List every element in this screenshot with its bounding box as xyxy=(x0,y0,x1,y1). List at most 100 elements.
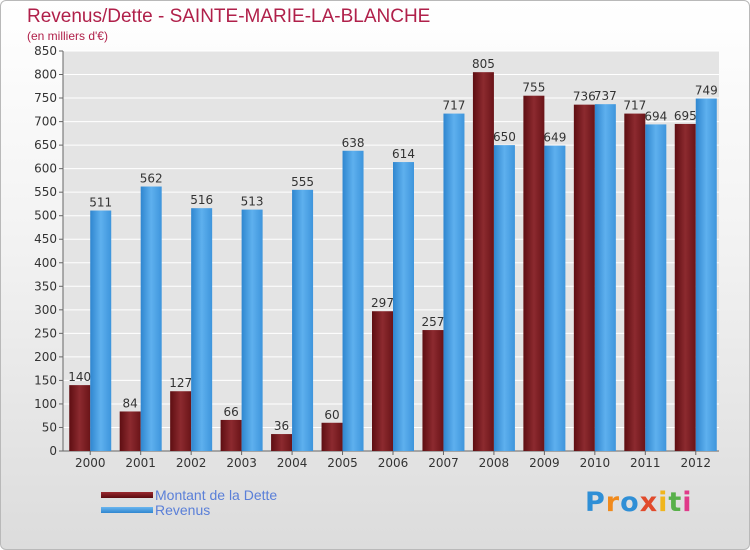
x-tick-label: 2009 xyxy=(529,456,560,470)
x-tick-label: 2003 xyxy=(226,456,257,470)
value-label-dette: 755 xyxy=(522,81,545,95)
legend-label-dette: Montant de la Dette xyxy=(155,486,278,503)
x-tick-label: 2007 xyxy=(428,456,459,470)
bar-revenus xyxy=(493,145,515,451)
y-tick-label: 250 xyxy=(34,326,57,340)
x-tick-label: 2001 xyxy=(125,456,156,470)
value-label-dette: 805 xyxy=(472,57,495,71)
y-tick-label: 750 xyxy=(34,91,57,105)
value-label-dette: 127 xyxy=(169,376,192,390)
bar-revenus xyxy=(544,145,566,451)
y-tick-label: 700 xyxy=(34,115,57,129)
logo-letter: o xyxy=(620,487,640,518)
value-label-dette: 60 xyxy=(324,408,339,422)
bar-dette xyxy=(119,411,141,451)
x-tick-label: 2002 xyxy=(176,456,207,470)
bar-dette xyxy=(271,434,293,451)
bar-revenus xyxy=(393,162,414,451)
bar-revenus xyxy=(191,208,213,451)
bar-dette xyxy=(674,123,696,452)
logo-letter: i xyxy=(658,487,669,518)
bar-revenus xyxy=(342,150,364,451)
bar-dette xyxy=(220,419,242,451)
x-tick-label: 2004 xyxy=(277,456,308,470)
y-tick-label: 550 xyxy=(34,185,57,199)
logo-letter: i xyxy=(682,487,693,518)
bar-dette xyxy=(422,330,444,451)
y-tick-label: 350 xyxy=(34,279,57,293)
value-label-dette: 36 xyxy=(274,419,289,433)
x-tick-label: 2012 xyxy=(680,456,711,470)
y-tick-label: 450 xyxy=(34,232,57,246)
bar-dette xyxy=(573,104,595,451)
logo-letter: t xyxy=(668,487,683,518)
value-label-revenus: 749 xyxy=(695,84,718,98)
chart-subtitle: (en milliers d'€) xyxy=(27,29,108,43)
chart-title: Revenus/Dette - SAINTE-MARIE-LA-BLANCHE xyxy=(27,6,431,27)
logo-letter: r xyxy=(605,487,621,518)
y-tick-label: 100 xyxy=(34,397,57,411)
bar-dette xyxy=(170,391,192,451)
bar-revenus xyxy=(140,186,162,451)
bar-revenus xyxy=(292,189,314,451)
value-label-dette: 257 xyxy=(422,315,445,329)
bar-revenus xyxy=(645,124,667,451)
y-tick-label: 50 xyxy=(42,420,57,434)
value-label-revenus: 562 xyxy=(140,172,163,186)
y-tick-label: 0 xyxy=(49,444,57,458)
bar-dette xyxy=(321,422,343,451)
bar-dette xyxy=(372,311,393,451)
legend-swatch-dette xyxy=(101,491,153,498)
legend-label-revenus: Revenus xyxy=(155,501,211,518)
y-tick-label: 800 xyxy=(34,68,57,82)
bar-dette xyxy=(69,385,91,451)
value-label-dette: 66 xyxy=(223,405,238,419)
y-tick-label: 650 xyxy=(34,138,57,152)
y-tick-label: 200 xyxy=(34,350,57,364)
bar-revenus xyxy=(90,210,112,451)
proxiti-logo: Proxiti xyxy=(585,487,693,518)
legend-item-revenus: Revenus xyxy=(101,501,277,518)
x-tick-label: 2006 xyxy=(378,456,409,470)
value-label-revenus: 516 xyxy=(190,193,213,207)
x-tick-label: 2008 xyxy=(479,456,510,470)
bar-revenus xyxy=(443,113,465,452)
value-label-revenus: 513 xyxy=(241,195,264,209)
value-label-dette: 84 xyxy=(123,396,138,410)
y-tick-label: 600 xyxy=(34,162,57,176)
legend: Montant de la Dette Revenus xyxy=(101,486,278,518)
bar-dette xyxy=(472,72,494,452)
x-tick-label: 2005 xyxy=(327,456,358,470)
logo-letter: x xyxy=(639,487,659,518)
value-label-dette: 717 xyxy=(623,99,646,113)
bar-revenus xyxy=(594,104,616,452)
x-tick-label: 2000 xyxy=(75,456,106,470)
legend-swatch-revenus xyxy=(101,506,153,513)
y-tick-label: 850 xyxy=(34,44,57,58)
y-tick-label: 400 xyxy=(34,256,57,270)
value-label-revenus: 737 xyxy=(594,89,617,103)
x-tick-label: 2010 xyxy=(580,456,611,470)
value-label-dette: 736 xyxy=(573,90,596,104)
y-tick-label: 300 xyxy=(34,303,57,317)
y-tick-label: 500 xyxy=(34,209,57,223)
value-label-revenus: 717 xyxy=(443,99,466,113)
logo-letter: P xyxy=(585,487,606,518)
x-tick-label: 2011 xyxy=(630,456,661,470)
value-label-revenus: 511 xyxy=(89,196,112,210)
value-label-dette: 297 xyxy=(371,296,394,310)
value-label-revenus: 694 xyxy=(644,109,667,123)
value-label-revenus: 649 xyxy=(543,131,566,145)
value-label-revenus: 650 xyxy=(493,130,516,144)
value-label-revenus: 555 xyxy=(291,175,314,189)
bar-chart: 0 50 100 150 200 250 300 350 400 450 500 550 600 650 7… xyxy=(34,44,719,470)
legend-item-dette: Montant de la Dette xyxy=(101,486,278,503)
bar-dette xyxy=(624,113,646,452)
y-tick-label: 150 xyxy=(34,373,57,387)
value-label-revenus: 614 xyxy=(392,147,415,161)
value-label-dette: 140 xyxy=(68,370,91,384)
bar-revenus xyxy=(241,209,263,451)
value-label-revenus: 638 xyxy=(342,136,365,150)
bar-revenus xyxy=(695,98,717,451)
